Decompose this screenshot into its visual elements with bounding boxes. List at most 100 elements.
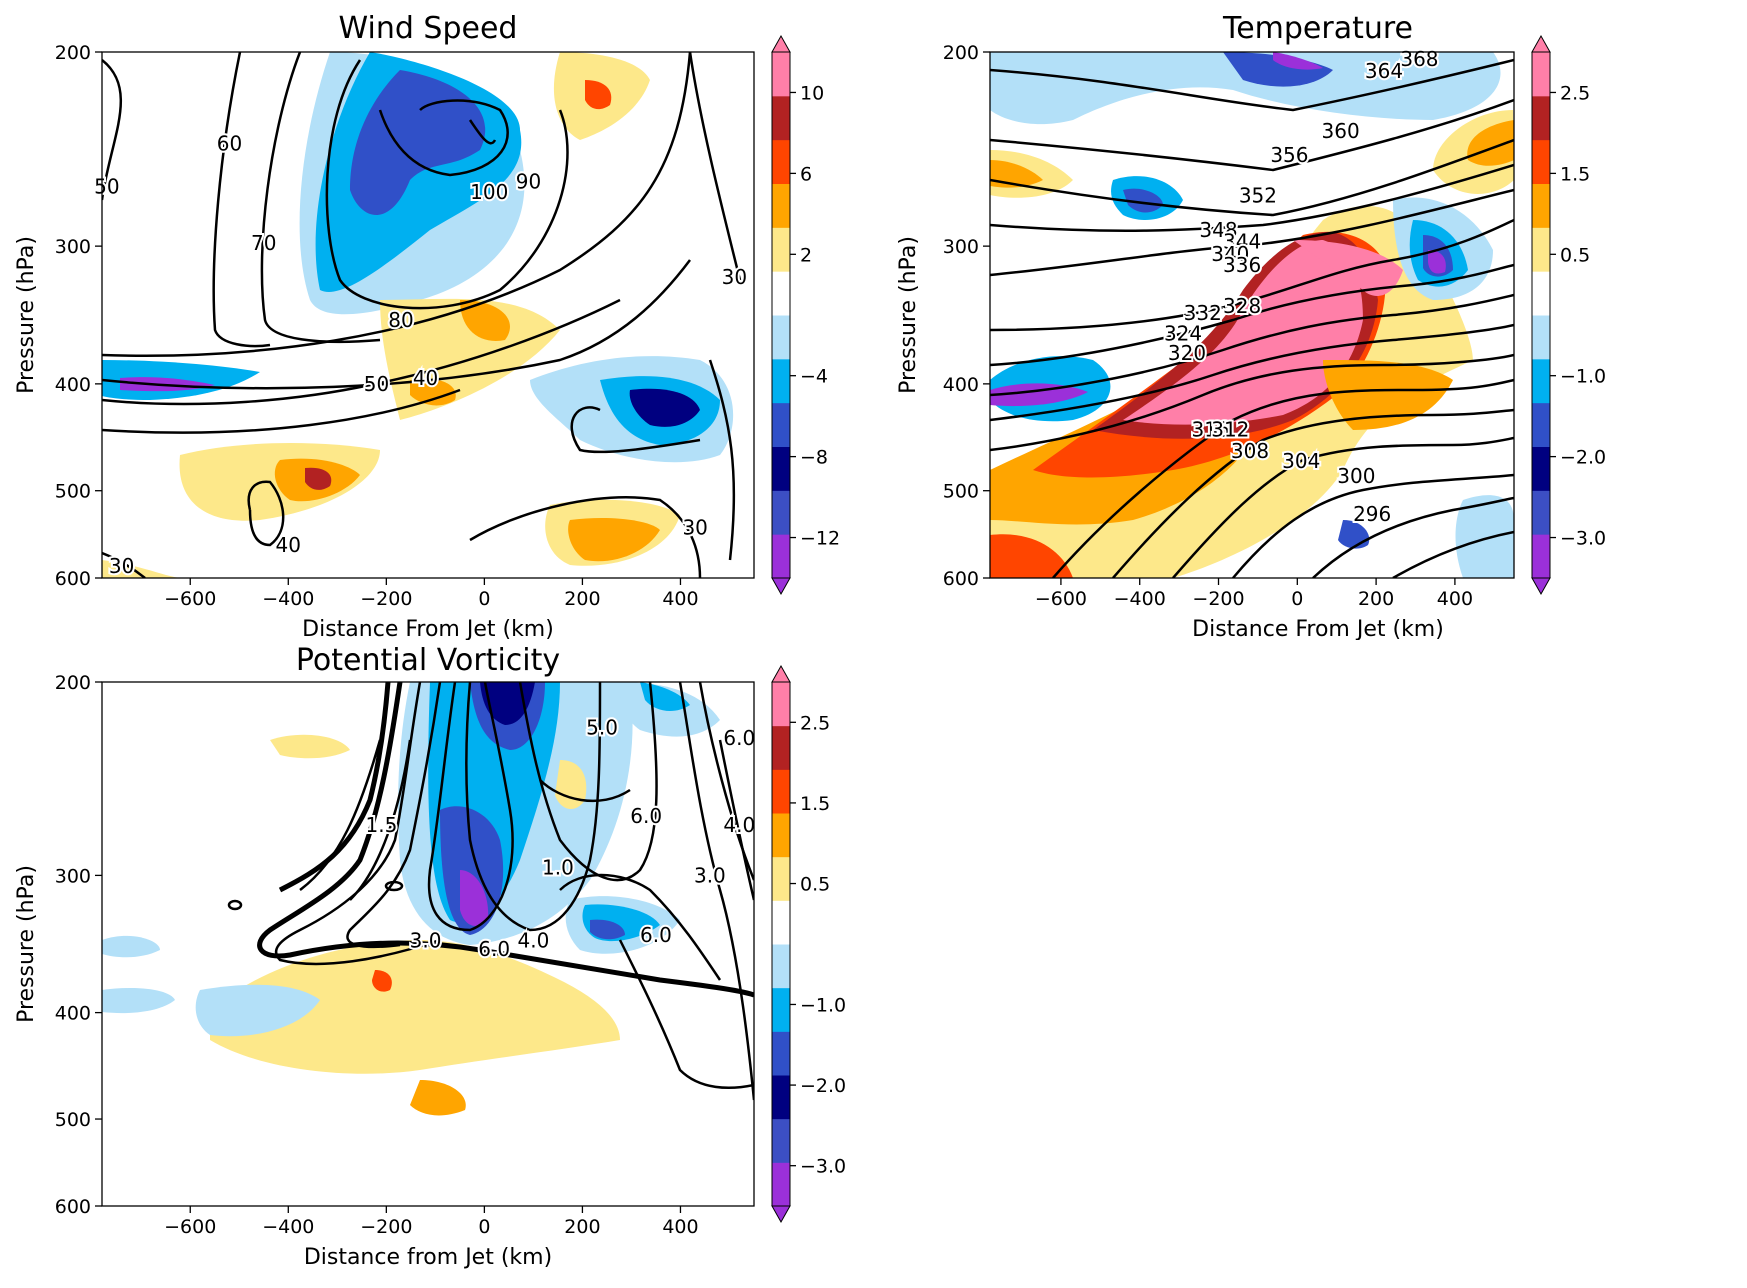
x-tick-label: −600 [164, 588, 216, 610]
contour-label: 40 [276, 533, 301, 557]
x-tick-label: −200 [360, 1216, 412, 1238]
colorbar-segment [772, 534, 790, 579]
colorbar-segment [772, 1118, 790, 1163]
colorbar-tick-label: −8 [800, 447, 828, 469]
contour-label: 4.0 [517, 929, 549, 953]
x-tick-label: 400 [1437, 588, 1473, 610]
wind-speed-x-ticks: −600 −400 −200 0 200 400 [164, 578, 699, 610]
y-tick-label: 500 [55, 1109, 91, 1131]
contour-label: 90 [516, 169, 541, 193]
contour-label: 312 [1211, 418, 1249, 442]
colorbar-segment [772, 900, 790, 945]
y-tick-label: 600 [55, 568, 91, 590]
contour-label: 100 [470, 180, 508, 204]
contour-label: 324 [1164, 321, 1202, 345]
wind-speed-x-axis-label: Distance From Jet (km) [302, 617, 554, 640]
colorbar-tick-label: 1.5 [800, 793, 830, 815]
temperature-title: Temperature [1222, 11, 1413, 46]
wind-speed-colorbar: 10 6 2 −4 −8 −12 [771, 34, 840, 596]
y-tick-label: 300 [943, 236, 979, 258]
x-tick-label: −400 [262, 588, 314, 610]
y-tick-label: 500 [55, 481, 91, 503]
colorbar-segment [1532, 490, 1550, 535]
colorbar-tick-label: −3.0 [1560, 528, 1606, 550]
contour-label: 6.0 [630, 804, 662, 828]
colorbar-segment [772, 139, 790, 184]
colorbar-segment [772, 1031, 790, 1076]
contour-label: 3.0 [694, 863, 726, 887]
x-tick-label: 200 [1358, 588, 1394, 610]
contour-label: 6.0 [640, 923, 672, 947]
x-tick-label: −600 [1035, 588, 1087, 610]
potential-vorticity-thick-contour [257, 682, 754, 998]
x-tick-label: −200 [1192, 588, 1244, 610]
wind-speed-filled-contours [102, 52, 754, 578]
contour-label: 332 [1184, 301, 1222, 325]
colorbar-segment [772, 682, 790, 727]
colorbar-tick-label: −3.0 [800, 1156, 846, 1178]
potential-vorticity-plot-frame [101, 681, 755, 1207]
colorbar-segment [1532, 534, 1550, 579]
colorbar-segment [772, 1075, 790, 1120]
x-tick-label: −600 [164, 1216, 216, 1238]
colorbar-segment [1532, 315, 1550, 360]
colorbar-segment [772, 490, 790, 535]
colorbar-tick-label: 10 [800, 82, 824, 104]
contour-label: 40 [413, 366, 438, 390]
colorbar-extend-bottom [771, 577, 791, 596]
contour-label: 296 [1353, 502, 1391, 526]
contour-label: 60 [217, 131, 242, 155]
wind-speed-contour-labels: 60 50 70 100 90 80 50 40 30 40 30 30 [92, 129, 749, 580]
colorbar-frame [771, 51, 791, 579]
colorbar-segment [772, 227, 790, 272]
colorbar-segment [1532, 358, 1550, 404]
contour-label: 352 [1239, 184, 1277, 208]
colorbar-segment [1532, 52, 1550, 97]
colorbar-segment [772, 358, 790, 404]
colorbar-extend-top [1531, 34, 1551, 53]
x-tick-label: 0 [478, 1216, 490, 1238]
y-tick-label: 300 [55, 865, 91, 887]
colorbar-segment [772, 402, 790, 447]
colorbar-segment [1532, 95, 1550, 141]
colorbar-tick-label: −1.0 [800, 994, 846, 1016]
temperature-contour-lines [990, 58, 1514, 578]
colorbar-segment [772, 725, 790, 770]
colorbar-segment [1532, 183, 1550, 228]
contour-label: 1.0 [542, 855, 574, 879]
y-tick-label: 200 [55, 42, 91, 64]
potential-vorticity-y-ticks: 200 300 400 500 600 [55, 672, 102, 1218]
wind-speed-y-ticks: 200 300 400 500 600 [55, 42, 102, 590]
y-tick-label: 400 [55, 1003, 91, 1025]
y-tick-label: 500 [943, 481, 979, 503]
colorbar-tick-label: −1.0 [1560, 366, 1606, 388]
contour-label: 348 [1199, 218, 1237, 242]
contour-label: 5.0 [586, 715, 618, 739]
contour-label: 30 [722, 265, 747, 289]
contour-label: 320 [1168, 341, 1206, 365]
contour-label: 308 [1231, 439, 1269, 463]
potential-vorticity-y-axis-label: Pressure (hPa) [14, 865, 39, 1023]
colorbar-segment [772, 315, 790, 360]
colorbar-tick-label: −4 [800, 366, 828, 388]
colorbar-segment [1532, 402, 1550, 447]
y-tick-label: 400 [943, 374, 979, 396]
colorbar-segment [772, 446, 790, 491]
y-tick-label: 200 [943, 42, 979, 64]
colorbar-extend-bottom [1531, 577, 1551, 596]
contour-label: 80 [388, 308, 413, 332]
colorbar-segment [1532, 139, 1550, 184]
x-tick-label: 400 [662, 1216, 698, 1238]
contour-label: 356 [1270, 143, 1308, 167]
colorbar-tick-label: 0.5 [1560, 244, 1590, 266]
contour-label: 364 [1365, 59, 1403, 83]
colorbar-tick-label: 0.5 [800, 874, 830, 896]
y-tick-label: 300 [55, 236, 91, 258]
contour-label: 304 [1282, 449, 1320, 473]
x-tick-label: 0 [478, 588, 490, 610]
x-tick-label: −200 [360, 588, 412, 610]
colorbar-segment [772, 813, 790, 858]
potential-vorticity-colorbar: 2.5 1.5 0.5 −1.0 −2.0 −3.0 [771, 664, 846, 1224]
temperature-panel: Temperature [896, 11, 1606, 640]
